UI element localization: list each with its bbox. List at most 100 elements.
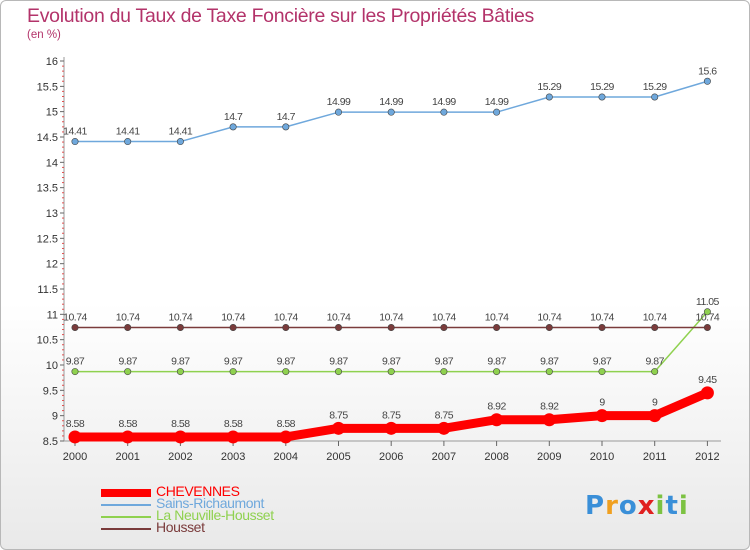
data-point xyxy=(542,413,556,427)
data-label: 8.58 xyxy=(224,418,243,430)
data-label: 9.87 xyxy=(593,356,612,368)
data-point xyxy=(124,324,132,332)
data-point xyxy=(229,368,237,376)
data-label: 10.74 xyxy=(590,312,614,324)
y-tick-label: 11.5 xyxy=(37,284,58,296)
data-point xyxy=(545,93,553,101)
x-tick-label: 2003 xyxy=(221,451,245,463)
data-point xyxy=(651,93,659,101)
y-tick-label: 10.5 xyxy=(37,335,58,347)
chart-unit: (en %) xyxy=(27,29,61,41)
series-layer xyxy=(68,77,714,444)
y-tick-label: 15.5 xyxy=(37,81,58,93)
data-label: 10.74 xyxy=(274,312,298,324)
legend-label: CHEVENNES xyxy=(156,483,240,499)
data-point xyxy=(332,421,345,435)
data-label: 10.74 xyxy=(169,312,193,324)
data-label: 15.29 xyxy=(590,81,614,93)
data-label: 10.74 xyxy=(327,312,351,324)
data-label: 9.87 xyxy=(224,356,243,368)
x-tick-label: 2001 xyxy=(115,451,139,463)
data-label: 15.29 xyxy=(643,81,667,93)
data-label: 10.74 xyxy=(221,312,245,324)
data-labels: 8.58 8.58 8.58 8.58 8.58 8.75 8.75 8.75 8.92 8.92… xyxy=(63,65,720,430)
legend-label: Sains-Richaumont xyxy=(156,495,264,511)
data-point xyxy=(703,77,711,85)
data-point xyxy=(703,308,711,316)
data-label: 8.92 xyxy=(487,401,506,413)
data-point xyxy=(703,324,711,332)
data-label: 9 xyxy=(652,397,658,409)
data-point xyxy=(282,123,290,131)
data-point xyxy=(493,324,501,332)
data-point xyxy=(387,324,395,332)
x-tick-label: 2000 xyxy=(63,451,87,463)
data-point xyxy=(700,386,714,400)
legend-label: Housset xyxy=(156,519,205,535)
y-tick-label: 9.5 xyxy=(43,385,58,397)
data-point xyxy=(387,108,395,116)
data-label: 14.99 xyxy=(432,96,456,108)
y-tick-label: 13.5 xyxy=(37,183,58,195)
x-tick-label: 2009 xyxy=(537,451,561,463)
y-tick-label: 15 xyxy=(46,107,58,119)
data-label: 8.75 xyxy=(382,409,401,421)
data-point xyxy=(648,409,662,423)
data-label: 8.92 xyxy=(540,401,559,413)
data-point xyxy=(176,368,184,376)
data-point xyxy=(229,123,237,131)
data-point xyxy=(440,108,448,116)
data-label: 9.87 xyxy=(171,356,190,368)
data-label: 14.7 xyxy=(224,111,243,123)
data-point xyxy=(598,93,606,101)
x-tick-label: 2012 xyxy=(695,451,719,463)
y-tick-label: 13 xyxy=(46,208,58,220)
data-label: 8.58 xyxy=(171,418,190,430)
y-tick-label: 12 xyxy=(46,259,58,271)
data-point xyxy=(68,430,82,444)
data-point xyxy=(651,324,659,332)
data-point xyxy=(176,324,184,332)
y-tick-label: 14 xyxy=(46,157,58,169)
data-label: 8.58 xyxy=(118,418,137,430)
data-point xyxy=(490,413,504,427)
data-label: 11.05 xyxy=(696,296,720,308)
legend-swatch xyxy=(101,528,151,530)
data-point xyxy=(437,421,451,435)
data-point xyxy=(282,368,290,376)
data-label: 8.75 xyxy=(329,409,348,421)
data-label: 9.87 xyxy=(382,356,401,368)
data-label: 14.99 xyxy=(485,96,509,108)
x-tick-label: 2007 xyxy=(432,451,456,463)
data-label: 9.87 xyxy=(329,356,348,368)
logo-letter: t xyxy=(665,491,679,521)
legend-swatch xyxy=(101,516,151,518)
logo-letter: i xyxy=(655,491,666,521)
data-label: 9.87 xyxy=(277,356,296,368)
data-point xyxy=(651,368,659,376)
data-point xyxy=(71,368,79,376)
data-point xyxy=(387,368,395,376)
data-label: 10.74 xyxy=(696,312,720,324)
x-tick-label: 2004 xyxy=(274,451,298,463)
data-label: 9.45 xyxy=(698,374,717,386)
data-label: 14.41 xyxy=(116,126,140,138)
data-label: 14.99 xyxy=(379,96,403,108)
data-label: 10.74 xyxy=(537,312,561,324)
data-point xyxy=(334,108,342,116)
data-point xyxy=(545,368,553,376)
x-tick-label: 2005 xyxy=(326,451,350,463)
data-label: 9.87 xyxy=(118,356,137,368)
data-label: 9.87 xyxy=(645,356,664,368)
data-point xyxy=(279,430,293,444)
data-label: 14.41 xyxy=(169,126,193,138)
y-tick-label: 9 xyxy=(52,411,58,423)
logo-letter: r xyxy=(605,491,619,521)
data-label: 8.58 xyxy=(66,418,85,430)
data-point xyxy=(71,138,79,146)
data-point xyxy=(384,421,398,435)
data-label: 10.74 xyxy=(485,312,509,324)
data-point xyxy=(71,324,79,332)
data-label: 8.75 xyxy=(435,409,454,421)
